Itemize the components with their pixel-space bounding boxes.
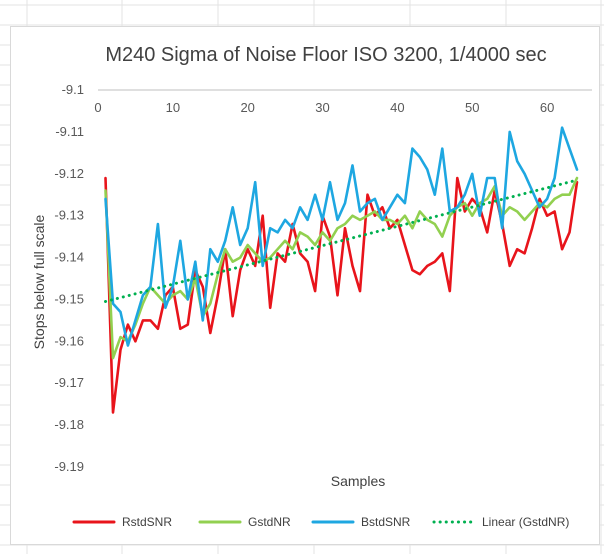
y-tick-label: -9.12 <box>54 166 84 181</box>
x-axis: 0 10 20 30 40 50 60 <box>94 100 554 115</box>
x-tick-label: 0 <box>94 100 101 115</box>
y-axis: -9.1 -9.11 -9.12 -9.13 -9.14 -9.15 -9.16 -9.17 -… <box>54 82 84 474</box>
x-tick-label: 30 <box>315 100 329 115</box>
y-tick-label: -9.1 <box>62 82 84 97</box>
x-tick-label: 60 <box>540 100 554 115</box>
series-line-linear-gstdnr <box>104 178 579 303</box>
chart-title: M240 Sigma of Noise Floor ISO 3200, 1/40… <box>105 44 546 66</box>
line-chart: M240 Sigma of Noise Floor ISO 3200, 1/40… <box>31 44 592 529</box>
y-tick-label: -9.16 <box>54 333 84 348</box>
y-tick-label: -9.11 <box>55 124 84 139</box>
series-line-bstdsnr <box>104 126 579 347</box>
x-tick-label: 50 <box>465 100 479 115</box>
y-tick-label: -9.14 <box>54 250 84 265</box>
legend-label-bstdsnr: BstdSNR <box>361 515 411 529</box>
y-tick-label: -9.18 <box>54 417 84 432</box>
y-tick-label: -9.17 <box>54 375 84 390</box>
y-axis-title: Stops below full scale <box>31 214 47 349</box>
legend-label-gstdnr: GstdNR <box>248 515 291 529</box>
chart-area[interactable]: M240 Sigma of Noise Floor ISO 3200, 1/40… <box>10 26 600 545</box>
x-axis-title: Samples <box>331 473 385 489</box>
y-tick-label: -9.19 <box>54 459 84 474</box>
plot-area <box>104 126 579 414</box>
legend-label-rstdsnr: RstdSNR <box>122 515 172 529</box>
y-tick-label: -9.15 <box>54 291 84 306</box>
x-tick-label: 40 <box>390 100 404 115</box>
y-tick-label: -9.13 <box>54 208 84 223</box>
x-tick-label: 10 <box>166 100 180 115</box>
legend-label-linear-gstdnr: Linear (GstdNR) <box>482 515 569 529</box>
legend: RstdSNR GstdNR BstdSNR Linear (GstdNR) <box>72 515 569 529</box>
x-tick-label: 20 <box>240 100 254 115</box>
